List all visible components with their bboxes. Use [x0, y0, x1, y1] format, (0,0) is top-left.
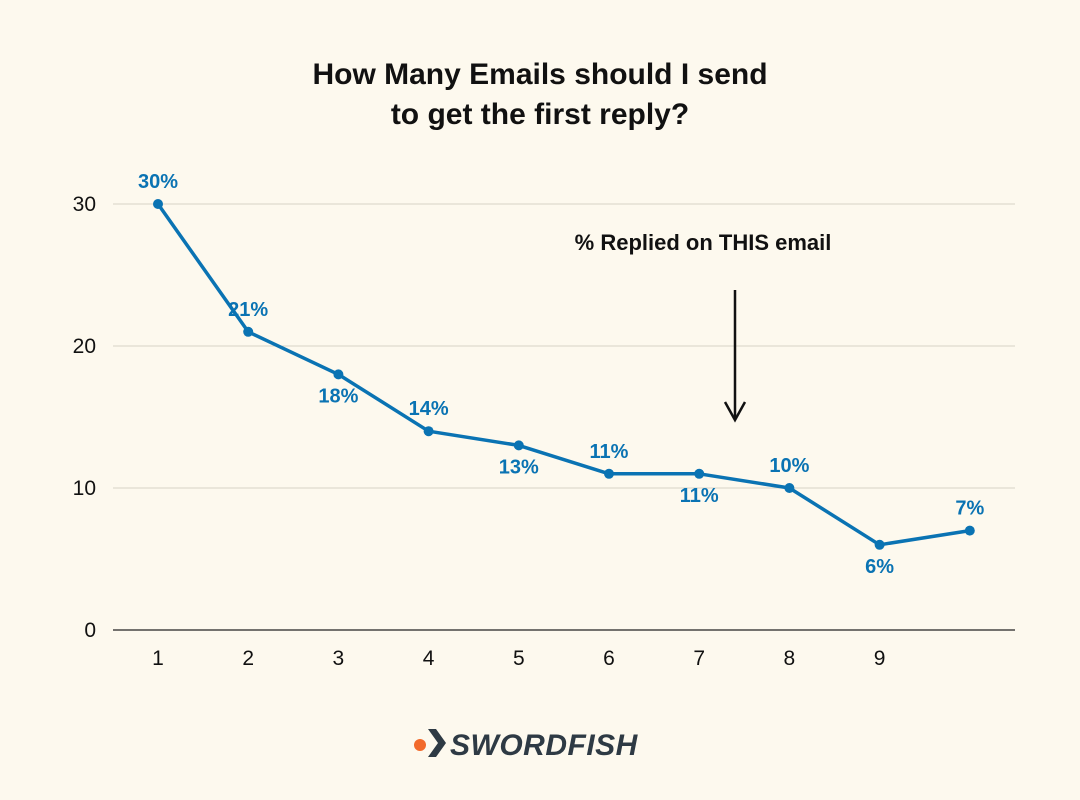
data-point — [604, 468, 614, 479]
logo-chevron-icon — [428, 729, 446, 757]
chart-title-line-2: to get the first reply? — [391, 98, 689, 131]
swordfish-logo: SWORDFISH — [414, 729, 639, 762]
series-line — [153, 199, 975, 550]
x-tick-label: 9 — [874, 647, 886, 670]
annotation: % Replied on THIS email — [575, 230, 832, 423]
data-labels: 30% 21% 18% 14% 13% 11% 11% 10% 6% 7% — [138, 171, 984, 578]
y-tick-label: 0 — [84, 619, 96, 642]
x-tick-label: 3 — [333, 647, 345, 670]
data-point — [694, 468, 705, 479]
series-line-path — [156, 202, 972, 547]
x-tick-label: 7 — [693, 647, 705, 670]
data-label: 7% — [955, 498, 984, 520]
chart-title-line-1: How Many Emails should I send — [312, 58, 767, 91]
x-tick-label: 4 — [423, 647, 435, 670]
data-label: 11% — [590, 441, 629, 463]
x-tick-label: 8 — [784, 647, 796, 670]
data-point — [874, 539, 885, 550]
y-tick-label: 30 — [73, 193, 96, 216]
x-tick-label: 1 — [152, 647, 164, 670]
x-tick-label: 5 — [513, 647, 525, 670]
data-label: 14% — [409, 398, 449, 420]
data-label: 10% — [769, 455, 809, 477]
data-point — [784, 483, 795, 493]
data-label: 11% — [680, 485, 719, 507]
y-tick-label: 20 — [73, 335, 96, 358]
data-point — [153, 199, 163, 209]
annotation-arrow-icon — [723, 401, 747, 423]
gridlines — [113, 203, 1015, 489]
brand-name: SWORDFISH — [450, 729, 639, 762]
data-point — [964, 525, 975, 536]
x-tick-label: 6 — [603, 647, 615, 670]
data-label: 21% — [228, 299, 268, 321]
data-label: 13% — [499, 456, 539, 478]
data-point — [423, 426, 434, 437]
data-point — [513, 440, 524, 451]
y-tick-label: 10 — [73, 477, 96, 500]
x-tick-label: 2 — [242, 647, 254, 670]
axes: 0 10 20 30 1 2 3 4 5 6 7 8 9 — [73, 193, 1015, 670]
data-point — [333, 369, 344, 380]
annotation-text: % Replied on THIS email — [575, 230, 832, 255]
logo-dot-icon — [414, 739, 426, 751]
data-label: 6% — [865, 556, 894, 578]
data-label: 30% — [138, 171, 178, 193]
data-label: 18% — [318, 385, 358, 407]
data-point — [243, 326, 254, 337]
